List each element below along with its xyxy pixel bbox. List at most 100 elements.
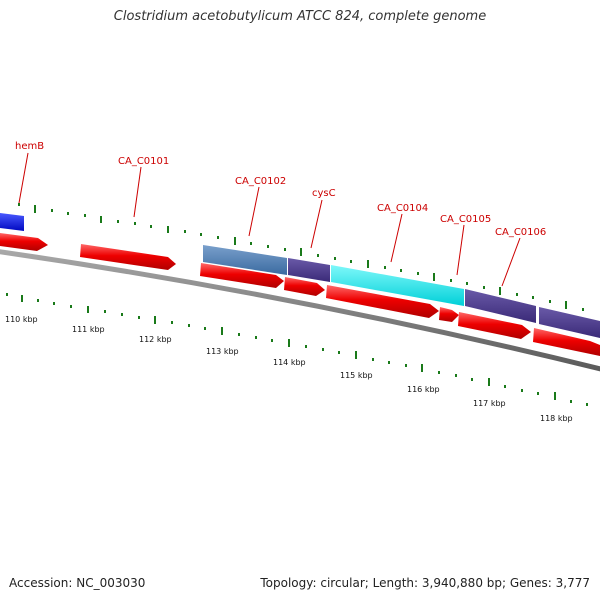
tick-mark (238, 333, 240, 336)
tick-mark (305, 345, 307, 348)
tick-mark (284, 248, 286, 251)
gene-label-cysC[interactable]: cysC (312, 188, 336, 199)
tick-mark (255, 336, 257, 339)
gene-label-CA_C0105[interactable]: CA_C0105 (440, 214, 491, 225)
tick-mark (405, 364, 407, 367)
CA_C0101-cds-arrow[interactable] (80, 244, 176, 270)
tick-mark (51, 209, 53, 212)
CA_C0102-cds-arrow[interactable] (200, 263, 284, 288)
CA_C0105-feature[interactable] (465, 289, 536, 323)
hemB-feature[interactable] (0, 213, 24, 231)
tick-mark (104, 310, 106, 313)
tick-mark (271, 339, 273, 342)
gene-labels: hemB CA_C0101 CA_C0102 cysC CA_C0104 CA_… (15, 141, 546, 238)
CA_C0104-cds-arrow[interactable] (326, 285, 439, 318)
gene-label-CA_C0101[interactable]: CA_C0101 (118, 156, 169, 167)
scale-labels: 110 kbp 111 kbp 112 kbp 113 kbp 114 kbp … (5, 315, 573, 423)
tick-mark (421, 364, 423, 372)
label-callouts (18, 152, 521, 287)
tick-mark (221, 327, 223, 335)
scale-label: 114 kbp (273, 358, 306, 367)
tick-mark (338, 351, 340, 354)
tick-mark (204, 327, 206, 330)
tick-mark (582, 308, 584, 311)
tick-mark (384, 266, 386, 269)
tick-mark (586, 403, 588, 406)
tick-mark (322, 348, 324, 351)
map-title: Clostridium acetobutylicum ATCC 824, com… (113, 9, 487, 24)
tick-mark (234, 237, 236, 245)
CA_C0104-feature[interactable] (331, 265, 464, 306)
CA_C0104-callout-line (390, 213, 403, 263)
tick-mark (154, 316, 156, 324)
feature-band (0, 213, 600, 338)
gene-label-CA_C0102[interactable]: CA_C0102 (235, 176, 286, 187)
tick-mark (499, 287, 501, 295)
tick-mark (267, 245, 269, 248)
cysC-callout-line (310, 199, 323, 249)
tick-mark (250, 242, 252, 245)
tick-mark (84, 214, 86, 217)
tick-mark (455, 374, 457, 377)
hemB-cds-arrow[interactable] (0, 233, 48, 251)
genome-backbone (0, 249, 600, 372)
scale-label: 118 kbp (540, 414, 573, 423)
scale-label: 116 kbp (407, 385, 440, 394)
tick-mark (67, 212, 69, 215)
tick-mark (554, 392, 556, 400)
tick-mark (570, 400, 572, 403)
cysC-feature[interactable] (288, 258, 330, 282)
tick-mark (466, 282, 468, 285)
tick-mark (372, 358, 374, 361)
CA_C0106-feature[interactable] (539, 307, 600, 338)
scale-label: 111 kbp (72, 325, 105, 334)
scale-label: 110 kbp (5, 315, 38, 324)
tick-mark (200, 233, 202, 236)
tick-mark (488, 378, 490, 386)
tick-mark (134, 222, 136, 225)
tick-mark (18, 203, 20, 206)
gene-label-hemB[interactable]: hemB (15, 141, 44, 152)
tick-mark (138, 316, 140, 319)
hemB-callout-line (18, 152, 29, 204)
tick-mark (188, 324, 190, 327)
gene-label-CA_C0106[interactable]: CA_C0106 (495, 227, 546, 238)
tick-mark (438, 371, 440, 374)
outer-tick-ring (18, 203, 584, 311)
tick-mark (21, 295, 23, 302)
gene-label-CA_C0104[interactable]: CA_C0104 (377, 203, 428, 214)
accession-text: Accession: NC_003030 (9, 576, 146, 590)
scale-label: 117 kbp (473, 399, 506, 408)
tick-mark (317, 254, 319, 257)
tick-mark (471, 378, 473, 381)
CA_C0102-feature[interactable] (203, 245, 287, 275)
tick-mark (400, 269, 402, 272)
tick-mark (537, 392, 539, 395)
tick-mark (34, 205, 36, 213)
tick-mark (433, 273, 435, 281)
tick-mark (516, 293, 518, 296)
CA_C0105-cds-arrow[interactable] (458, 312, 531, 339)
scale-label: 115 kbp (340, 371, 373, 380)
CA_C0106-cds-arrow[interactable] (533, 328, 600, 356)
tick-mark (483, 286, 485, 289)
CA_C0102-callout-line (248, 186, 260, 237)
tick-mark (121, 313, 123, 316)
topology-text: Topology: circular; Length: 3,940,880 bp… (260, 576, 590, 590)
tick-mark (504, 385, 506, 388)
tick-mark (355, 351, 357, 359)
tick-mark (171, 321, 173, 324)
tick-mark (87, 306, 89, 313)
small-cds-arrow[interactable] (439, 307, 459, 322)
tick-mark (117, 220, 119, 223)
scale-label: 113 kbp (206, 347, 239, 356)
CA_C0106-callout-line (501, 237, 521, 287)
scale-label: 112 kbp (139, 335, 172, 344)
cds-track (0, 233, 600, 356)
tick-mark (300, 248, 302, 256)
tick-mark (100, 216, 102, 223)
tick-mark (288, 339, 290, 347)
tick-mark (334, 257, 336, 260)
cysC-cds-arrow[interactable] (284, 277, 325, 296)
tick-mark (6, 293, 8, 296)
